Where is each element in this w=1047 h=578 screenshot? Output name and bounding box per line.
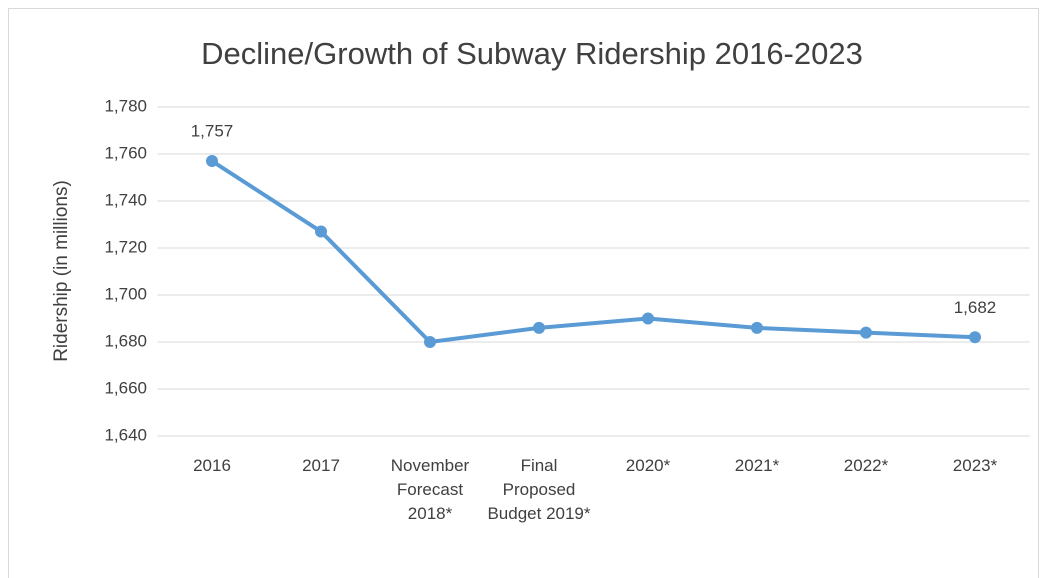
y-tick-label: 1,640 xyxy=(104,425,147,444)
y-tick-label: 1,700 xyxy=(104,284,147,303)
point xyxy=(533,321,545,334)
point xyxy=(206,155,218,168)
line xyxy=(210,159,976,344)
x-tick-label: 2017 xyxy=(302,456,340,475)
x-tick-label: 2020* xyxy=(625,456,671,475)
chart-title: Decline/Growth of Subway Ridership 2016-… xyxy=(201,36,863,71)
y-tick-label: 1,660 xyxy=(104,378,147,397)
point xyxy=(642,312,654,325)
x-tick-label: 2022* xyxy=(843,456,889,475)
point xyxy=(424,336,436,348)
point xyxy=(860,326,872,339)
x-tick-label: November Forecast 2018* xyxy=(390,456,470,523)
y-axis-label: Ridership (in millions) xyxy=(51,180,72,362)
point xyxy=(751,321,763,334)
point xyxy=(969,331,981,344)
data-label: 1,757 xyxy=(191,122,234,141)
y-tick-label: 1,680 xyxy=(104,331,147,350)
x-tick-label: Final Proposed Budget 2019* xyxy=(487,456,591,523)
y-tick-label: 1,740 xyxy=(104,190,147,209)
x-tick-label: 2021* xyxy=(734,456,780,475)
data-label: 1,682 xyxy=(954,298,997,317)
y-tick-label: 1,720 xyxy=(104,237,147,256)
point xyxy=(315,225,327,238)
x-tick-label: 2023* xyxy=(952,456,998,475)
chart-border xyxy=(8,8,1039,578)
x-tick-label: 2016 xyxy=(193,456,231,475)
y-tick-label: 1,780 xyxy=(104,96,147,115)
y-tick-label: 1,760 xyxy=(104,143,147,162)
